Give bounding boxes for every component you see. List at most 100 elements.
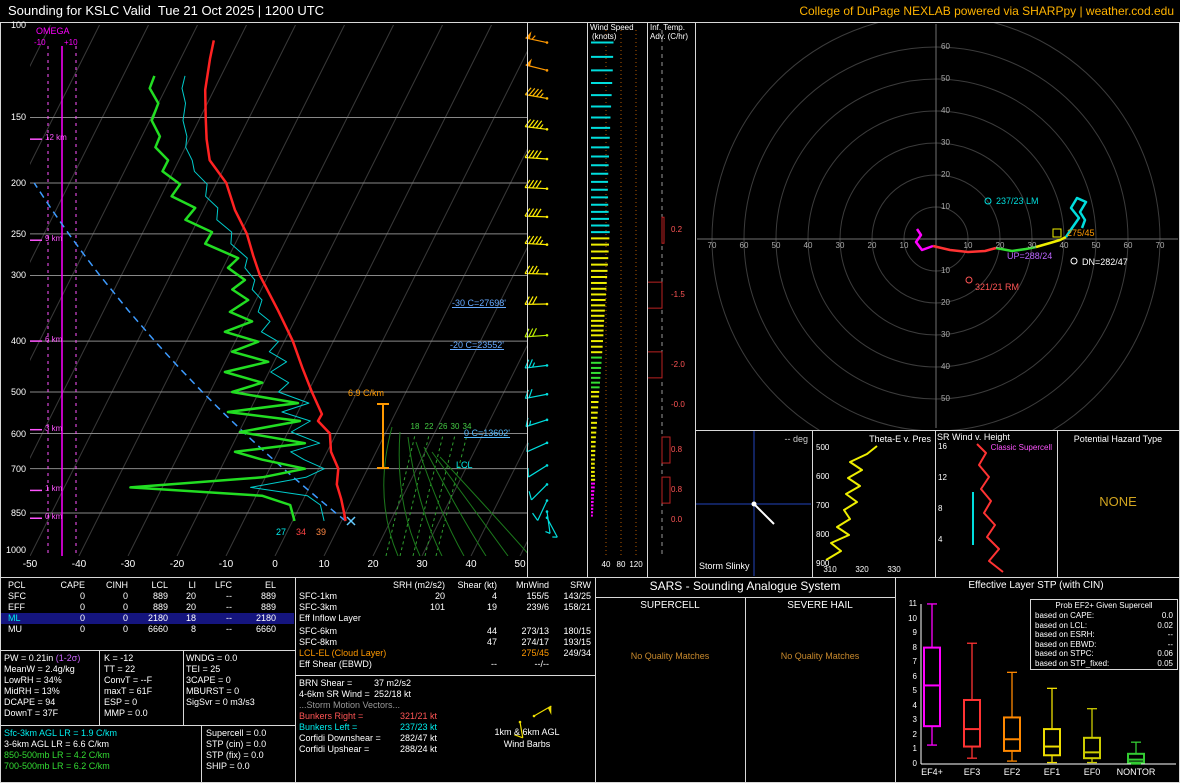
thetae-panel [812, 430, 936, 578]
sr-wind-height-label: 8 [938, 504, 943, 513]
mixing-ratio-label: 22 [424, 422, 434, 431]
hodo-axis-label: 50 [771, 241, 781, 250]
parcel-row-name: SFC [8, 591, 26, 601]
kinematics-header: SRW [570, 580, 591, 590]
wind-speed-title: Wind Speed [590, 23, 634, 32]
kinematics-row-label: SFC-3km [299, 602, 337, 612]
pressure-axis-label: 850 [10, 507, 26, 518]
divider [201, 726, 202, 782]
parcel-row-name: ML [8, 613, 21, 623]
temp-adv-value: 0.8 [671, 485, 683, 495]
thermo-index: MBURST = 0 [186, 686, 240, 696]
prob-ef2-panel [1030, 599, 1178, 670]
corfidi-down-label: DN=282/47 [1082, 257, 1128, 267]
hodo-axis-label: 70 [707, 241, 717, 250]
composite-index: Supercell = 0.0 [206, 728, 267, 738]
parcel-row-value: 0 [79, 613, 85, 623]
stp-y-tick: 2 [912, 729, 917, 739]
stp-category-label: EF0 [1083, 767, 1101, 777]
parcel-table-header: PCL [8, 580, 26, 590]
prob-row-value: -- [1167, 639, 1173, 649]
hodo-axis-label: 10 [963, 241, 973, 250]
hodo-axis-label: 60 [1123, 241, 1133, 250]
composite-index: SHIP = 0.0 [206, 761, 250, 771]
corfidi-up-label: UP=288/24 [1007, 251, 1053, 261]
parcel-row-value: 889 [260, 602, 276, 612]
skewt-graphics [30, 25, 527, 556]
hodo-axis-label: 30 [941, 138, 950, 147]
parcel-row-value: 0 [122, 602, 128, 612]
kinematics-header: Shear (kt) [457, 580, 497, 590]
temp-axis-label: -30 [120, 559, 136, 570]
pressure-axis-label: 600 [10, 428, 26, 439]
right-mover-label: 321/21 RM [975, 282, 1020, 292]
mean-wind-value: 239/6 [526, 602, 549, 612]
hodo-axis-label: 30 [1027, 241, 1037, 250]
hodo-axis-label: 10 [941, 202, 950, 211]
stp-y-tick: 0 [912, 759, 917, 768]
divider [1, 725, 295, 726]
pressure-axis-label: 500 [10, 386, 26, 397]
thermo-index: K = -12 [104, 653, 134, 663]
hodo-axis-label: 30 [941, 330, 950, 339]
iso-m20-annotation: -20 C=23552' [450, 340, 505, 350]
stp-y-tick: 7 [912, 657, 917, 667]
prob-row-value: 0.05 [1157, 659, 1173, 668]
temp-adv-panel [647, 22, 696, 578]
thermo-index: MeanW = 2.4g/kg [4, 664, 75, 674]
mixing-ratio-label: 30 [450, 422, 460, 431]
parcel-row-name: MU [8, 624, 22, 634]
omega-neg-label: -10 [34, 38, 46, 47]
srh-value: 20 [434, 591, 445, 601]
prob-row-label: based on ESRH: [1035, 630, 1095, 640]
parcel-table-header: EL [264, 580, 276, 590]
thermo-index: 3CAPE = 0 [186, 675, 231, 685]
srw-value: 193/15 [563, 637, 591, 647]
prob-row-value: -- [1167, 630, 1173, 640]
storm-motion-label: Corfidi Downshear = [299, 733, 381, 743]
sars-title: SARS - Sounding Analogue System [649, 579, 841, 593]
shear-value: 44 [486, 626, 497, 636]
wind-speed-panel [587, 22, 648, 578]
surface-temp-value: 34 [296, 527, 307, 537]
sars-column-header: SUPERCELL [640, 600, 700, 611]
divider [596, 597, 895, 598]
parcel-row-name: EFF [8, 602, 25, 612]
pressure-axis-label: 400 [10, 336, 26, 347]
temp-adv-value: -0.0 [671, 400, 685, 410]
surface-temp-value: 39 [316, 527, 327, 537]
omega-label: OMEGA [36, 26, 70, 36]
wind-speed-units: (knots) [592, 32, 617, 41]
lapse-rate-value: 850-500mb LR = 4.2 C/km [4, 750, 110, 760]
hodo-axis-label: 10 [941, 266, 950, 275]
iso-0-annotation: 0 C=13602' [464, 428, 511, 438]
credit-link: College of DuPage NEXLAB powered via SHA… [799, 4, 1174, 18]
mean-wind-value: --/-- [534, 659, 550, 669]
thetae-x-label: 320 [855, 565, 869, 574]
composite-index: STP (cin) = 0.0 [206, 739, 267, 749]
storm-motion-value: 282/47 kt [400, 733, 438, 743]
kinematics-header: SRH (m2/s2) [392, 580, 445, 590]
storm-motion-header: ...Storm Motion Vectors... [299, 700, 401, 710]
stp-title: Effective Layer STP (with CIN) [968, 580, 1104, 591]
sr-wind-46-value: 252/18 kt [374, 689, 412, 699]
thetae-pressure-label: 700 [816, 501, 830, 510]
pressure-axis-label: 150 [10, 112, 26, 123]
thermo-index: MMP = 0.0 [104, 708, 148, 718]
prob-row-label: based on STP_fixed: [1035, 659, 1110, 668]
hodo-axis-label: 40 [803, 241, 813, 250]
temp-adv-value: -1.5 [671, 290, 685, 300]
thetae-title: Theta-E v. Pres [869, 434, 931, 444]
thetae-curve [825, 445, 878, 561]
hodo-axis-label: 50 [941, 394, 950, 403]
thermo-index: LowRH = 34% [4, 675, 62, 685]
hodograph-panel [695, 22, 1180, 431]
sars-match-status: No Quality Matches [780, 651, 860, 661]
thermo-index: DCAPE = 94 [4, 697, 56, 707]
prob-row-label: based on EBWD: [1035, 639, 1097, 649]
pressure-axis-label: 300 [10, 270, 26, 281]
stp-category-label: EF1 [1043, 767, 1061, 777]
prob-row-value: 0.06 [1157, 649, 1173, 659]
